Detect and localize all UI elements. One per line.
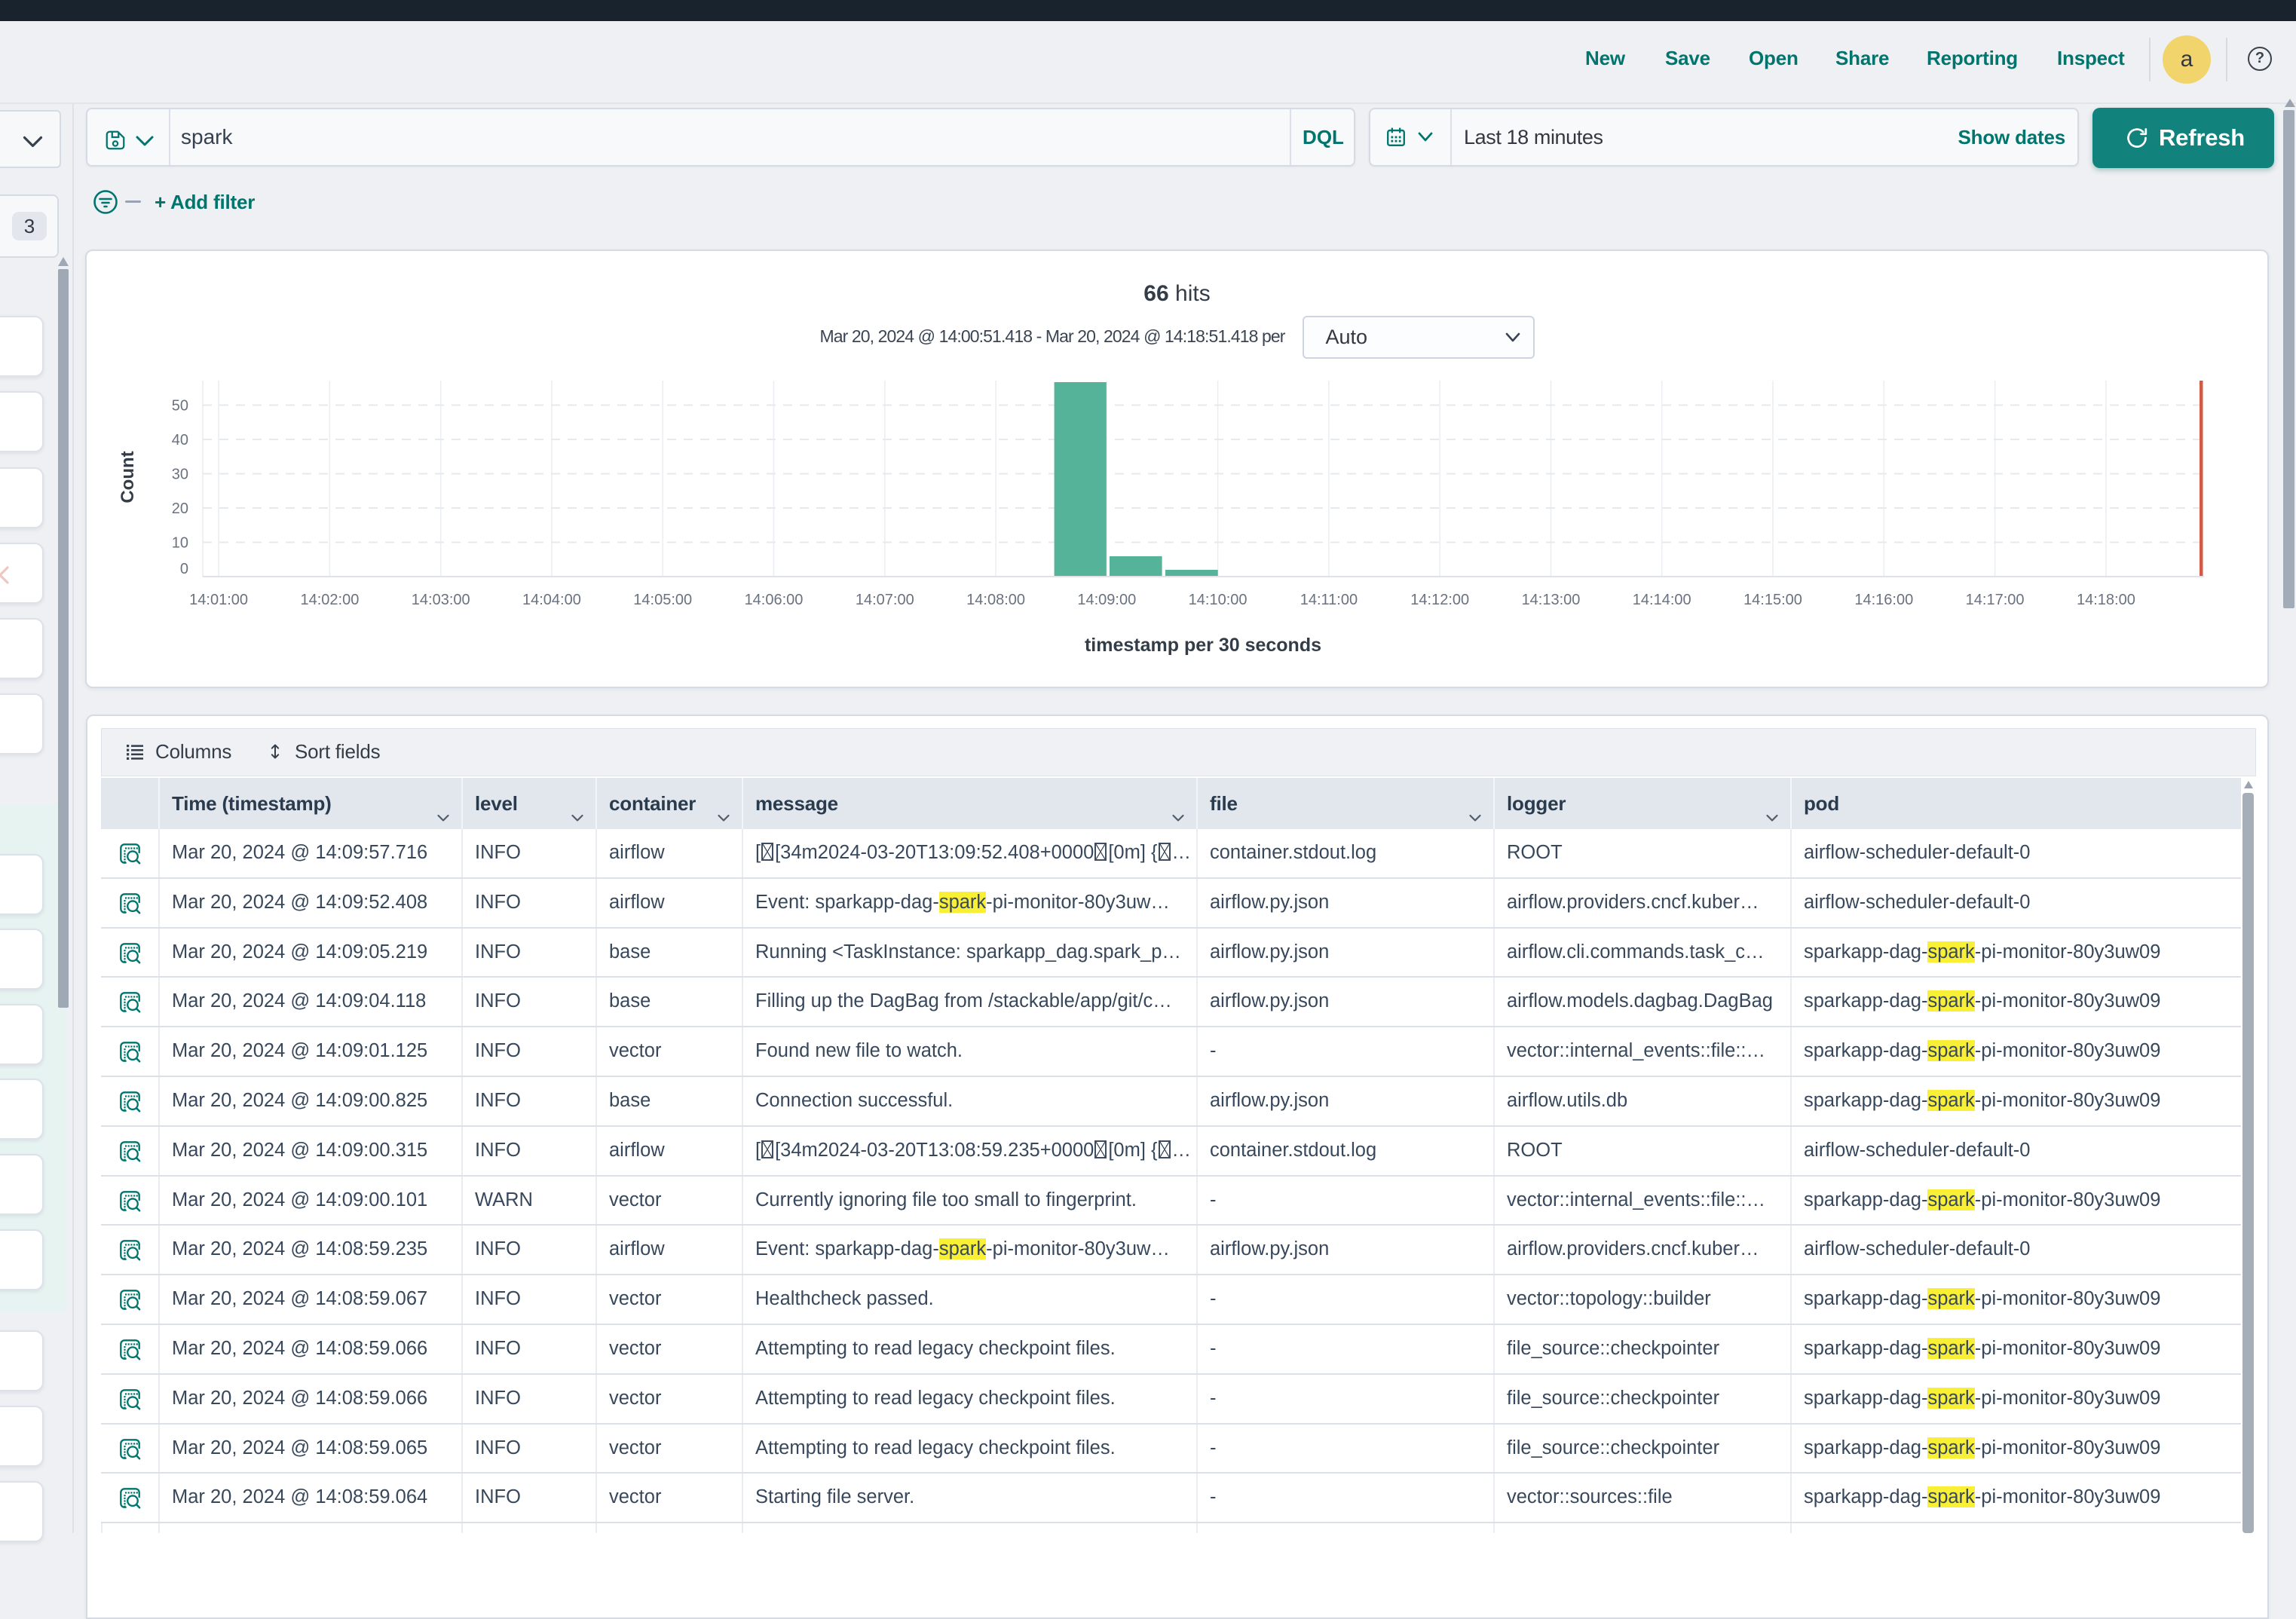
svg-text:50: 50 <box>172 398 188 415</box>
svg-text:14:06:00: 14:06:00 <box>745 592 804 608</box>
svg-text:14:16:00: 14:16:00 <box>1854 592 1913 608</box>
svg-text:40: 40 <box>172 432 188 448</box>
svg-text:14:13:00: 14:13:00 <box>1522 592 1581 608</box>
svg-text:14:12:00: 14:12:00 <box>1410 592 1469 608</box>
svg-text:timestamp per 30 seconds: timestamp per 30 seconds <box>1085 635 1321 656</box>
svg-text:14:02:00: 14:02:00 <box>300 592 359 608</box>
svg-text:14:07:00: 14:07:00 <box>856 592 914 608</box>
svg-text:14:09:00: 14:09:00 <box>1077 592 1136 608</box>
svg-text:14:17:00: 14:17:00 <box>1966 592 2025 608</box>
svg-text:Count: Count <box>118 451 138 503</box>
svg-text:14:08:00: 14:08:00 <box>966 592 1025 608</box>
svg-text:10: 10 <box>172 535 188 552</box>
svg-text:14:10:00: 14:10:00 <box>1189 592 1247 608</box>
svg-text:14:01:00: 14:01:00 <box>189 592 248 608</box>
svg-text:14:04:00: 14:04:00 <box>522 592 581 608</box>
svg-text:30: 30 <box>172 467 188 483</box>
svg-text:14:05:00: 14:05:00 <box>633 592 692 608</box>
svg-text:14:18:00: 14:18:00 <box>2077 592 2135 608</box>
svg-text:14:15:00: 14:15:00 <box>1743 592 1802 608</box>
svg-text:20: 20 <box>172 500 188 517</box>
svg-text:14:03:00: 14:03:00 <box>412 592 470 608</box>
svg-text:14:11:00: 14:11:00 <box>1300 592 1358 608</box>
svg-text:14:14:00: 14:14:00 <box>1633 592 1691 608</box>
svg-text:0: 0 <box>180 561 188 577</box>
